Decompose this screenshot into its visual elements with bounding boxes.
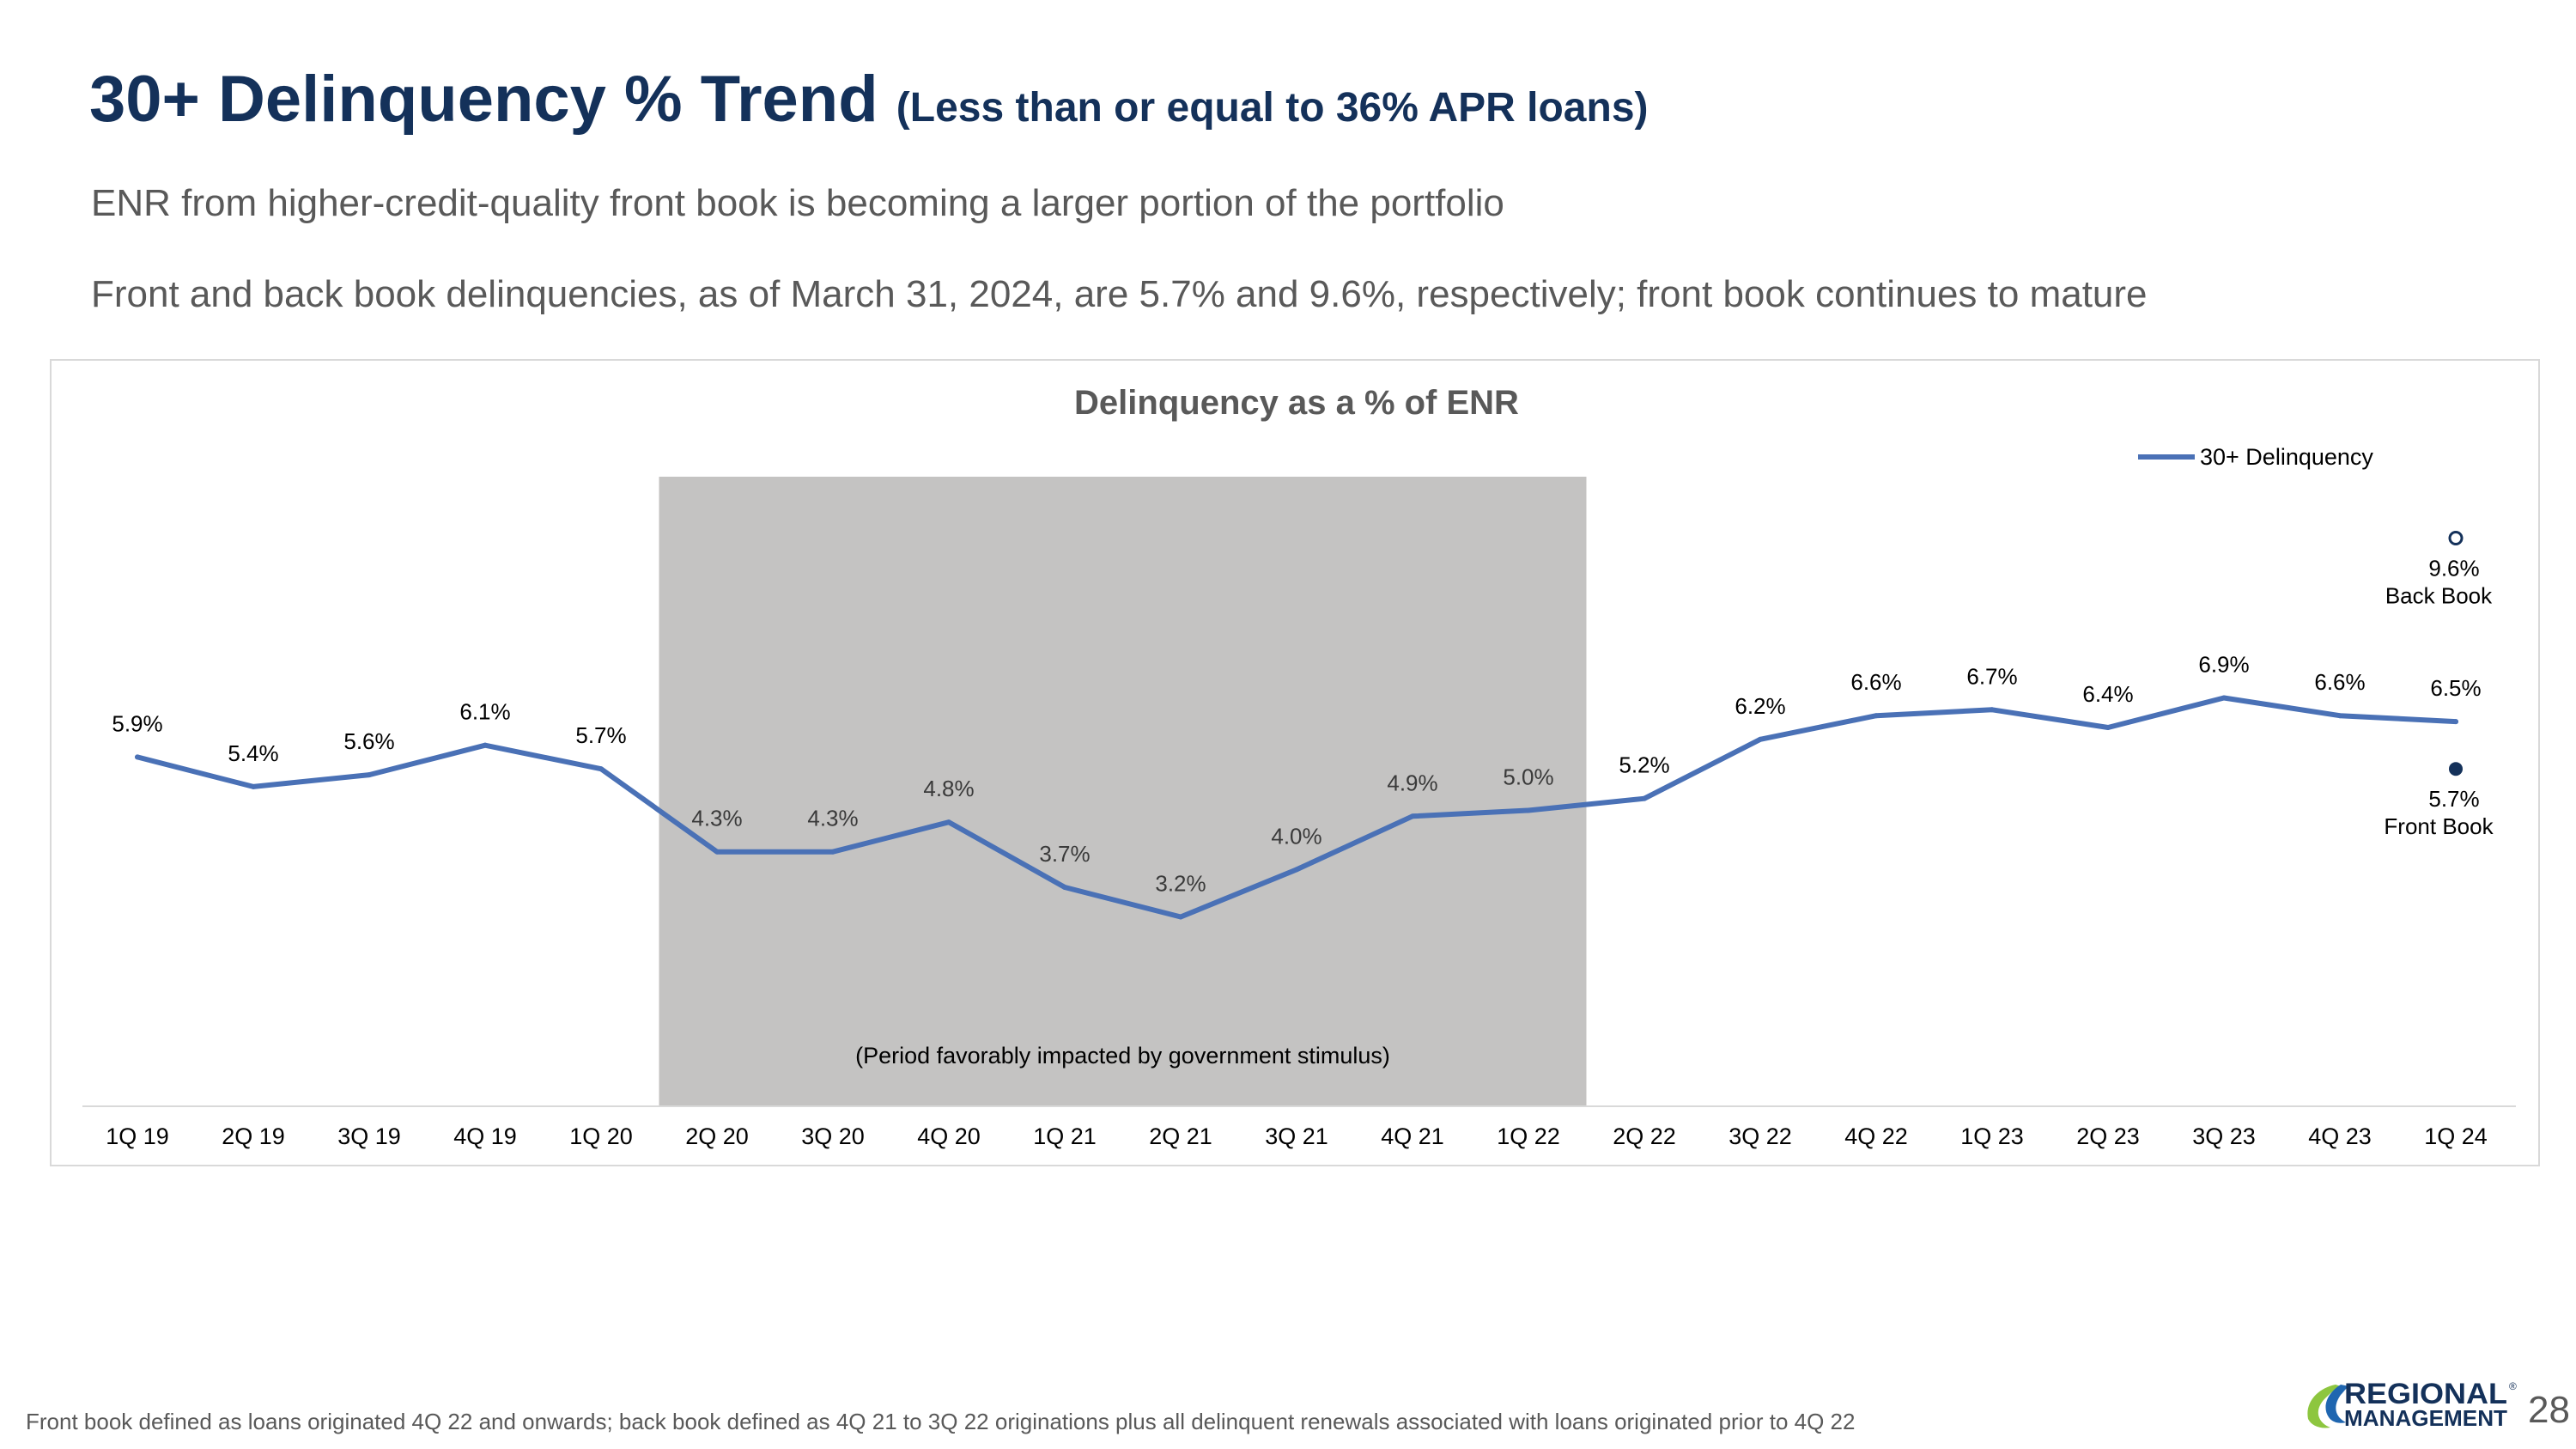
data-point <box>1758 736 1763 742</box>
x-tick-label: 4Q 21 <box>1381 1123 1444 1149</box>
data-label: 6.7% <box>1966 663 2017 689</box>
logo-text-management: MANAGEMENT <box>2344 1405 2507 1431</box>
data-label: 4.3% <box>691 806 742 831</box>
data-point <box>1990 707 1995 713</box>
data-point <box>1178 914 1183 920</box>
subtitle-delinquency-status: Front and back book delinquencies, as of… <box>91 273 2148 315</box>
data-label: 6.5% <box>2430 675 2481 701</box>
data-label: 5.7% <box>575 722 626 748</box>
data-point <box>1410 813 1415 819</box>
data-point <box>2105 724 2111 730</box>
data-label: 5.0% <box>1503 764 1553 789</box>
data-point <box>483 742 488 748</box>
logo-registered-mark: ® <box>2509 1380 2517 1392</box>
x-tick-label: 3Q 20 <box>801 1123 865 1149</box>
front-book-name-label: Front Book <box>2384 813 2494 839</box>
front-book-value-label: 5.7% <box>2428 786 2479 812</box>
data-point <box>1874 713 1879 719</box>
page-number: 28 <box>2528 1389 2570 1431</box>
data-label: 6.6% <box>2314 669 2365 695</box>
data-label: 5.9% <box>112 710 162 736</box>
legend-label: 30+ Delinquency <box>2200 444 2373 470</box>
x-tick-label: 4Q 22 <box>1844 1123 1908 1149</box>
x-tick-label: 2Q 23 <box>2076 1123 2140 1149</box>
data-label: 5.6% <box>343 728 394 754</box>
data-point <box>598 766 604 772</box>
x-tick-label: 4Q 23 <box>2308 1123 2372 1149</box>
data-point <box>946 819 951 825</box>
title-subtitle: (Less than or equal to 36% APR loans) <box>896 85 1649 131</box>
data-label: 3.2% <box>1155 870 1206 896</box>
data-label: 6.4% <box>2082 681 2133 707</box>
x-tick-label: 1Q 20 <box>569 1123 633 1149</box>
title-main: 30+ Delinquency % Trend <box>89 63 878 136</box>
front-book-marker <box>2449 762 2463 776</box>
slide-title: 30+ Delinquency % Trend (Less than or eq… <box>89 64 1649 136</box>
x-tick-label: 1Q 21 <box>1033 1123 1097 1149</box>
data-label: 5.2% <box>1619 752 1669 778</box>
data-label: 4.0% <box>1271 823 1321 849</box>
x-tick-label: 2Q 19 <box>222 1123 285 1149</box>
x-tick-label: 1Q 23 <box>1960 1123 2024 1149</box>
x-tick-label: 2Q 21 <box>1149 1123 1212 1149</box>
data-label: 4.9% <box>1387 770 1437 795</box>
data-point <box>135 754 140 760</box>
x-tick-label: 3Q 19 <box>337 1123 401 1149</box>
chart-title: Delinquency as a % of ENR <box>1074 384 1519 422</box>
data-label: 4.3% <box>807 806 858 831</box>
data-point <box>1062 885 1067 891</box>
x-tick-label: 2Q 20 <box>685 1123 749 1149</box>
delinquency-chart: (Period favorably impacted by government… <box>82 384 2516 1149</box>
data-point <box>1526 807 1531 813</box>
logo-text-regional: REGIONAL <box>2344 1378 2507 1410</box>
chart-frame: (Period favorably impacted by government… <box>50 359 2540 1166</box>
data-label: 6.1% <box>459 699 510 725</box>
data-point <box>714 849 720 855</box>
data-point <box>1294 867 1299 873</box>
data-label: 6.9% <box>2198 652 2249 678</box>
data-point <box>830 849 835 855</box>
logo-swoosh-blue <box>2325 1385 2349 1423</box>
data-label: 6.6% <box>1850 669 1901 695</box>
data-point <box>367 772 372 778</box>
stimulus-shaded-region <box>659 477 1587 1106</box>
x-tick-label: 1Q 22 <box>1497 1123 1560 1149</box>
data-point <box>2337 713 2342 719</box>
x-tick-label: 3Q 23 <box>2192 1123 2256 1149</box>
back-book-marker <box>2448 530 2464 545</box>
stimulus-region-label: (Period favorably impacted by government… <box>855 1043 1390 1068</box>
logo-swoosh-green <box>2307 1385 2341 1428</box>
data-label: 4.8% <box>923 776 974 801</box>
x-tick-label: 1Q 24 <box>2424 1123 2488 1149</box>
data-label: 5.4% <box>228 740 278 766</box>
data-point <box>251 783 256 789</box>
x-tick-label: 4Q 20 <box>917 1123 981 1149</box>
back-book-value-label: 9.6% <box>2428 555 2479 581</box>
company-logo: REGIONAL ® MANAGEMENT <box>2307 1378 2517 1431</box>
x-tick-label: 1Q 19 <box>106 1123 169 1149</box>
x-tick-label: 3Q 22 <box>1728 1123 1792 1149</box>
data-point <box>2221 695 2227 701</box>
x-tick-label: 2Q 22 <box>1613 1123 1676 1149</box>
subtitle-enr-front-book: ENR from higher-credit-quality front boo… <box>91 182 1504 224</box>
data-label: 3.7% <box>1039 841 1090 867</box>
data-point <box>2453 719 2458 725</box>
x-tick-label: 3Q 21 <box>1265 1123 1328 1149</box>
x-tick-label: 4Q 19 <box>453 1123 517 1149</box>
footnote: Front book defined as loans originated 4… <box>26 1409 1856 1434</box>
data-label: 6.2% <box>1735 693 1785 719</box>
back-book-name-label: Back Book <box>2385 582 2493 608</box>
data-point <box>1642 795 1647 801</box>
